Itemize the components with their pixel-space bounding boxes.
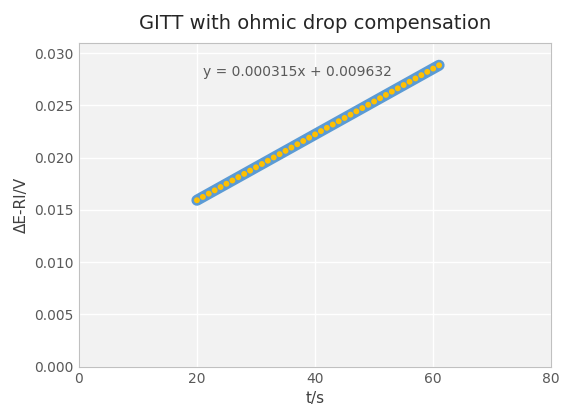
- Point: [298, 138, 308, 144]
- Point: [192, 197, 201, 204]
- Point: [316, 128, 325, 134]
- Point: [370, 98, 379, 105]
- Point: [239, 171, 249, 177]
- Point: [234, 174, 243, 181]
- Point: [293, 141, 302, 147]
- Point: [429, 65, 438, 72]
- Point: [251, 164, 261, 171]
- Point: [417, 72, 426, 79]
- Point: [281, 147, 290, 154]
- Y-axis label: ΔE-RI/V: ΔE-RI/V: [14, 177, 29, 233]
- Point: [216, 184, 225, 190]
- Point: [393, 85, 402, 92]
- Point: [375, 95, 385, 102]
- Point: [352, 108, 361, 115]
- Point: [399, 81, 408, 88]
- Point: [210, 187, 219, 194]
- Point: [311, 131, 320, 138]
- Point: [263, 158, 273, 164]
- Point: [275, 151, 284, 158]
- Point: [287, 144, 296, 151]
- Point: [228, 177, 237, 184]
- Point: [269, 154, 278, 161]
- Point: [346, 111, 355, 118]
- Point: [405, 79, 414, 85]
- Point: [435, 62, 444, 68]
- Point: [381, 92, 390, 98]
- Point: [257, 161, 266, 168]
- Point: [358, 105, 367, 111]
- Point: [322, 124, 331, 131]
- Point: [387, 88, 397, 95]
- Text: y = 0.000315x + 0.009632: y = 0.000315x + 0.009632: [203, 65, 391, 79]
- Point: [334, 118, 343, 125]
- Point: [340, 115, 349, 121]
- Point: [222, 181, 231, 187]
- Point: [422, 68, 432, 75]
- Point: [305, 134, 314, 141]
- Point: [328, 121, 338, 128]
- Point: [204, 190, 214, 197]
- Point: [246, 167, 255, 174]
- X-axis label: t/s: t/s: [305, 391, 325, 406]
- Point: [363, 101, 373, 108]
- Point: [198, 194, 207, 200]
- Title: GITT with ohmic drop compensation: GITT with ohmic drop compensation: [139, 14, 491, 33]
- Point: [411, 75, 420, 82]
